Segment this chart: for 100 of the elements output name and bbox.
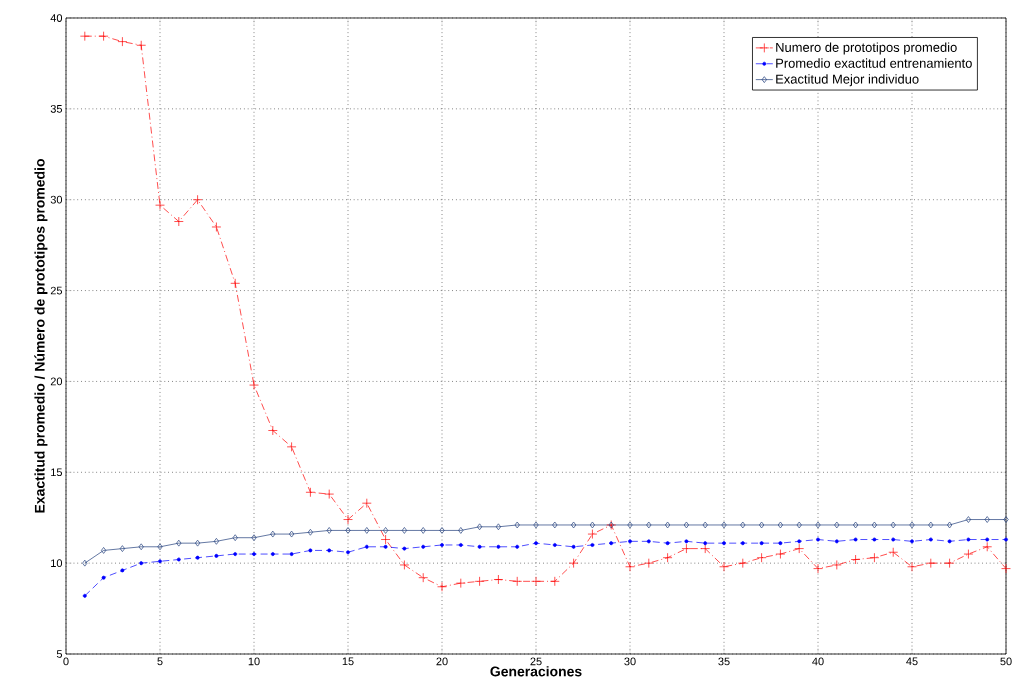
point — [211, 222, 222, 232]
point — [831, 560, 842, 570]
point — [891, 537, 896, 542]
point — [910, 539, 914, 544]
point — [364, 527, 370, 534]
point — [439, 527, 445, 534]
point — [361, 498, 372, 509]
point — [402, 546, 407, 551]
point — [477, 523, 483, 531]
x-tick-label: 5 — [157, 657, 163, 666]
point — [759, 521, 765, 529]
point — [853, 521, 859, 529]
point — [928, 537, 933, 542]
point — [136, 40, 147, 51]
point — [173, 216, 184, 227]
point — [496, 544, 501, 549]
point — [380, 534, 391, 545]
point — [890, 521, 896, 529]
point — [176, 539, 182, 547]
point — [233, 552, 238, 556]
point — [493, 574, 504, 585]
point — [1003, 516, 1009, 523]
point — [702, 521, 708, 529]
point — [101, 547, 107, 554]
point — [888, 547, 899, 558]
point — [759, 541, 764, 546]
point — [251, 534, 257, 542]
point — [327, 548, 332, 553]
point — [816, 537, 820, 542]
point — [458, 543, 463, 547]
point — [534, 541, 538, 546]
point — [249, 380, 259, 390]
legend-label: Exactitud Mejor individuo — [776, 74, 919, 87]
point — [495, 523, 501, 531]
point — [609, 541, 614, 546]
point — [289, 530, 295, 538]
x-tick-label: 50 — [1000, 657, 1012, 666]
x-tick-label: 0 — [63, 657, 69, 666]
point — [815, 521, 821, 529]
point — [267, 425, 278, 436]
point — [722, 541, 726, 546]
point — [270, 552, 275, 556]
point — [477, 544, 482, 549]
point — [418, 572, 429, 583]
x-tick-label: 15 — [342, 657, 354, 666]
point — [627, 521, 633, 529]
point — [625, 561, 635, 572]
point — [139, 561, 144, 566]
point — [515, 544, 520, 549]
point — [120, 568, 125, 573]
y-tick-label: 30 — [50, 195, 63, 204]
point — [643, 558, 654, 568]
point — [719, 561, 729, 572]
point — [928, 521, 934, 529]
point — [552, 521, 558, 529]
point — [176, 557, 181, 562]
point — [82, 559, 88, 567]
x-tick-label: 10 — [248, 657, 260, 666]
point — [514, 521, 520, 529]
point — [662, 552, 673, 563]
point — [740, 541, 745, 546]
point — [703, 541, 708, 546]
point — [252, 552, 256, 556]
point — [474, 576, 485, 587]
point — [79, 31, 90, 41]
point — [700, 543, 711, 554]
point — [401, 527, 407, 534]
point — [646, 521, 652, 529]
point — [326, 527, 332, 534]
point — [512, 576, 523, 587]
point — [531, 576, 541, 587]
point — [646, 539, 651, 544]
point — [665, 541, 670, 546]
point — [346, 550, 350, 555]
y-tick-label: 20 — [50, 377, 63, 386]
point — [587, 529, 598, 539]
point — [982, 541, 993, 552]
point — [383, 527, 389, 534]
point — [455, 578, 466, 588]
point — [343, 514, 353, 525]
point — [869, 552, 880, 563]
y-tick-label: 40 — [50, 14, 63, 22]
point — [872, 537, 877, 542]
point — [947, 539, 952, 544]
y-tick-label: 5 — [56, 650, 63, 658]
point — [101, 575, 106, 580]
point — [778, 541, 783, 546]
point — [549, 576, 560, 587]
legend-label: Promedio exactitud entrenamiento — [776, 58, 972, 68]
point — [289, 552, 294, 556]
point — [307, 528, 313, 536]
x-tick-label: 25 — [530, 657, 542, 666]
point — [963, 549, 974, 559]
point — [138, 543, 144, 551]
point — [834, 539, 839, 544]
point — [737, 558, 748, 568]
point — [552, 543, 557, 547]
point — [721, 521, 727, 529]
point — [270, 530, 276, 538]
point — [192, 194, 203, 205]
